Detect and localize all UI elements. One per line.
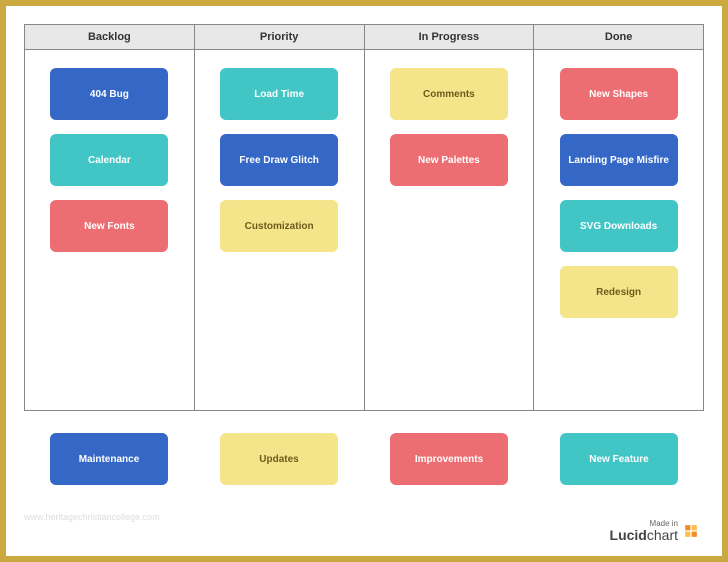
- legend-row: Maintenance Updates Improvements New Featur…: [24, 411, 704, 485]
- kanban-card[interactable]: New Palettes: [390, 134, 508, 186]
- kanban-column: Backlog 404 Bug Calendar New Fonts: [25, 25, 195, 410]
- brand-name: Lucidchart: [610, 528, 678, 542]
- column-body: Load Time Free Draw Glitch Customization: [195, 50, 364, 410]
- column-header: Priority: [195, 25, 364, 50]
- brand-bold: Lucid: [610, 527, 647, 543]
- legend-card: Maintenance: [50, 433, 168, 485]
- made-in-text: Made in Lucidchart: [610, 520, 678, 542]
- kanban-card[interactable]: Load Time: [220, 68, 338, 120]
- column-header: Done: [534, 25, 703, 50]
- kanban-column: Priority Load Time Free Draw Glitch Customi…: [195, 25, 365, 410]
- made-in-badge: Made in Lucidchart: [610, 520, 698, 542]
- kanban-card[interactable]: Redesign: [560, 266, 678, 318]
- kanban-card[interactable]: New Fonts: [50, 200, 168, 252]
- watermark-text: www.heritagechristiancollege.com: [24, 512, 160, 522]
- kanban-card[interactable]: SVG Downloads: [560, 200, 678, 252]
- brand-light: chart: [647, 527, 678, 543]
- legend-card: New Feature: [560, 433, 678, 485]
- column-body: New Shapes Landing Page Misfire SVG Downlo…: [534, 50, 703, 410]
- legend-card: Updates: [220, 433, 338, 485]
- kanban-card[interactable]: New Shapes: [560, 68, 678, 120]
- kanban-card[interactable]: Comments: [390, 68, 508, 120]
- kanban-board: Backlog404 BugCalendarNew FontsPriorityL…: [24, 24, 704, 411]
- kanban-column: In Progress Comments New Palettes: [365, 25, 535, 410]
- column-body: 404 Bug Calendar New Fonts: [25, 50, 194, 410]
- page: Backlog404 BugCalendarNew FontsPriorityL…: [6, 6, 722, 556]
- kanban-card[interactable]: Landing Page Misfire: [560, 134, 678, 186]
- kanban-card[interactable]: Customization: [220, 200, 338, 252]
- legend-card: Improvements: [390, 433, 508, 485]
- column-header: In Progress: [365, 25, 534, 50]
- kanban-card[interactable]: Free Draw Glitch: [220, 134, 338, 186]
- kanban-card[interactable]: 404 Bug: [50, 68, 168, 120]
- column-header: Backlog: [25, 25, 194, 50]
- lucidchart-icon: [684, 524, 698, 538]
- kanban-card[interactable]: Calendar: [50, 134, 168, 186]
- kanban-column: Done New Shapes Landing Page Misfire SVG Do…: [534, 25, 703, 410]
- column-body: Comments New Palettes: [365, 50, 534, 410]
